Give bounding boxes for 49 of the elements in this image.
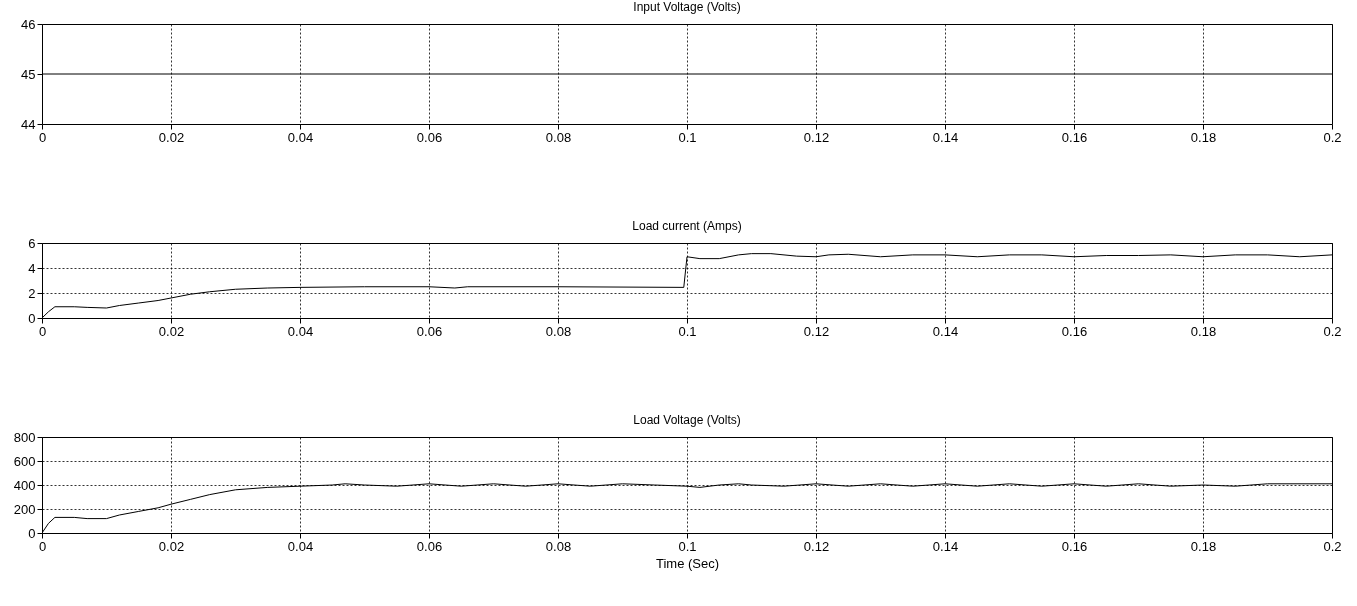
x-tick-label: 0.14 <box>932 538 959 554</box>
y-tick-label: 44 <box>21 116 36 132</box>
x-tick-label: 0.12 <box>803 538 830 554</box>
y-tick-label: 0 <box>28 310 36 326</box>
x-tick-label: 0.16 <box>1061 323 1088 339</box>
x-tick-label: 0.02 <box>158 323 185 339</box>
x-tick-label: 0 <box>38 323 47 339</box>
y-tick-label: 200 <box>13 501 36 517</box>
x-tick-label: 0.12 <box>803 129 830 145</box>
x-tick-label: 0.04 <box>287 129 314 145</box>
y-tick-label: 45 <box>21 66 36 82</box>
x-tick-label: 0.12 <box>803 323 830 339</box>
chart-title: Input Voltage (Volts) <box>633 0 741 14</box>
x-tick-label: 0.04 <box>287 538 314 554</box>
x-tick-label: 0.08 <box>545 323 572 339</box>
x-tick-label: 0.16 <box>1061 129 1088 145</box>
y-tick-label: 0 <box>28 525 36 541</box>
x-tick-label: 0.06 <box>416 323 443 339</box>
x-tick-label: 0.14 <box>932 323 959 339</box>
x-tick-label: 0.2 <box>1323 538 1342 554</box>
y-tick-label: 400 <box>13 477 36 493</box>
x-tick-label: 0.08 <box>545 538 572 554</box>
x-tick-label: 0.06 <box>416 129 443 145</box>
x-axis-title: Time (Sec) <box>655 555 720 571</box>
chart-title: Load current (Amps) <box>632 219 742 233</box>
x-tick-label: 0.08 <box>545 129 572 145</box>
y-tick-label: 6 <box>28 235 36 251</box>
x-tick-label: 0.02 <box>158 129 185 145</box>
x-tick-label: 0.1 <box>678 129 697 145</box>
x-tick-label: 0.1 <box>678 538 697 554</box>
x-tick-label: 0.18 <box>1190 538 1217 554</box>
y-tick-label: 46 <box>21 16 36 32</box>
x-tick-label: 0.2 <box>1323 129 1342 145</box>
y-tick-label: 4 <box>28 260 36 276</box>
x-tick-label: 0.16 <box>1061 538 1088 554</box>
x-tick-label: 0.18 <box>1190 129 1217 145</box>
x-tick-label: 0.04 <box>287 323 314 339</box>
x-tick-label: 0.18 <box>1190 323 1217 339</box>
x-tick-label: 0.14 <box>932 129 959 145</box>
x-tick-label: 0 <box>38 129 47 145</box>
y-tick-label: 600 <box>13 453 36 469</box>
x-tick-label: 0.2 <box>1323 323 1342 339</box>
chart-title: Load Voltage (Volts) <box>633 413 741 427</box>
y-tick-label: 800 <box>13 429 36 445</box>
y-tick-label: 2 <box>28 285 36 301</box>
x-tick-label: 0.06 <box>416 538 443 554</box>
x-tick-label: 0.02 <box>158 538 185 554</box>
x-tick-label: 0 <box>38 538 47 554</box>
x-tick-label: 0.1 <box>678 323 697 339</box>
